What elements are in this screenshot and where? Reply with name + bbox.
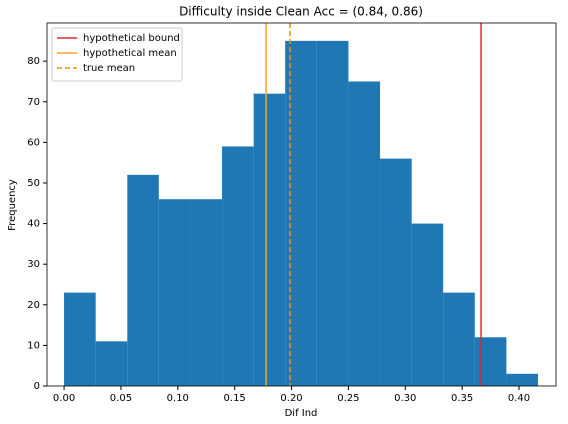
x-tick-label: 0.00	[53, 393, 75, 404]
y-tick-label: 50	[27, 178, 40, 189]
bar	[127, 174, 159, 386]
bar	[285, 40, 317, 386]
bar	[95, 341, 128, 386]
y-tick-label: 40	[27, 219, 40, 230]
x-tick-label: 0.35	[451, 393, 473, 404]
chart-title: Difficulty inside Clean Acc = (0.84, 0.8…	[179, 5, 423, 19]
bar	[190, 199, 223, 386]
bar	[380, 158, 412, 386]
x-axis-label: Dif Ind	[285, 408, 318, 419]
bar	[253, 93, 286, 387]
bar	[474, 337, 507, 386]
bar	[411, 223, 444, 386]
bar	[222, 146, 254, 386]
y-tick-label: 20	[27, 300, 40, 311]
legend-label: hypothetical bound	[83, 33, 180, 44]
bar	[443, 292, 475, 386]
legend-label: true mean	[83, 63, 135, 74]
x-tick-label: 0.25	[337, 393, 359, 404]
x-tick-label: 0.30	[394, 393, 416, 404]
y-tick-label: 30	[27, 259, 40, 270]
bar	[158, 199, 191, 386]
x-tick-label: 0.10	[167, 393, 189, 404]
x-tick-label: 0.05	[110, 393, 132, 404]
bar	[348, 81, 381, 387]
legend-label: hypothetical mean	[83, 48, 177, 59]
plot-frame	[46, 22, 557, 387]
x-tick-label: 0.40	[508, 393, 530, 404]
x-tick-label: 0.20	[280, 393, 302, 404]
bar	[506, 373, 539, 386]
y-tick-label: 10	[27, 340, 40, 351]
y-tick-label: 0	[34, 381, 40, 392]
legend-box	[51, 27, 183, 82]
y-tick-label: 80	[27, 56, 40, 67]
bar	[64, 292, 96, 386]
bar	[316, 40, 349, 386]
y-tick-label: 60	[27, 137, 40, 148]
y-axis-label: Frequency	[7, 179, 18, 231]
y-tick-label: 70	[27, 97, 40, 108]
x-tick-label: 0.15	[224, 393, 246, 404]
